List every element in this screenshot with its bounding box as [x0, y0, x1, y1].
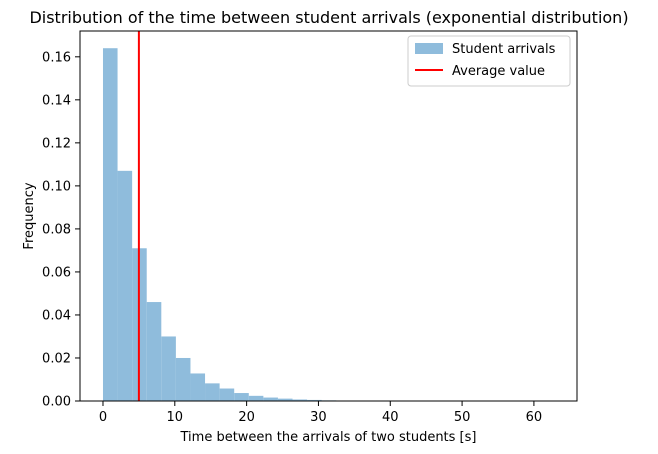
histogram-bar	[161, 336, 176, 401]
histogram-bar	[117, 170, 133, 401]
legend-box	[407, 35, 571, 87]
y-tick-label: 0.08	[42, 222, 71, 237]
histogram-bar	[277, 398, 293, 401]
y-axis-label: Frequency	[22, 182, 37, 249]
y-tick-label: 0.00	[42, 395, 71, 410]
histogram-bar	[190, 373, 206, 401]
y-tick-label: 0.10	[42, 179, 71, 194]
y-axis-ticks: 0.00 0.02 0.04 0.06 0.08 0.10 0.12 0.14 0.16	[42, 50, 80, 410]
plot-frame	[79, 30, 578, 402]
y-tick-label: 0.12	[42, 136, 71, 151]
histogram-bar	[175, 357, 191, 401]
legend: Student arrivals Average value	[407, 35, 571, 87]
legend-swatch-student-arrivals	[415, 43, 443, 54]
histogram-bar	[292, 399, 308, 401]
x-tick-label: 20	[238, 410, 255, 425]
chart-title: Distribution of the time between student…	[29, 8, 628, 27]
x-tick-label: 30	[310, 410, 327, 425]
histogram-bar	[307, 399, 322, 401]
y-tick-label: 0.14	[42, 93, 71, 108]
x-tick-label: 10	[167, 410, 184, 425]
histogram-bar	[263, 397, 278, 401]
x-tick-label: 0	[99, 410, 107, 425]
y-tick-label: 0.16	[42, 50, 71, 65]
x-axis-ticks: 0 10 20 30 40 50 60	[99, 401, 542, 425]
y-tick-label: 0.06	[42, 265, 71, 280]
legend-label-student-arrivals: Student arrivals	[452, 42, 556, 57]
x-tick-label: 40	[382, 410, 399, 425]
y-tick-label: 0.02	[42, 351, 71, 366]
histogram-bar	[219, 388, 235, 401]
x-tick-label: 60	[526, 410, 543, 425]
legend-label-average-value: Average value	[452, 64, 545, 79]
histogram-bar	[146, 302, 162, 401]
histogram-bar	[234, 393, 249, 401]
x-tick-label: 50	[454, 410, 471, 425]
histogram-bar	[102, 48, 118, 402]
histogram-bar	[205, 383, 220, 401]
y-tick-label: 0.04	[42, 308, 71, 323]
histogram-bars	[102, 48, 555, 402]
x-axis-label: Time between the arrivals of two student…	[180, 430, 477, 445]
histogram-bar	[248, 395, 264, 401]
